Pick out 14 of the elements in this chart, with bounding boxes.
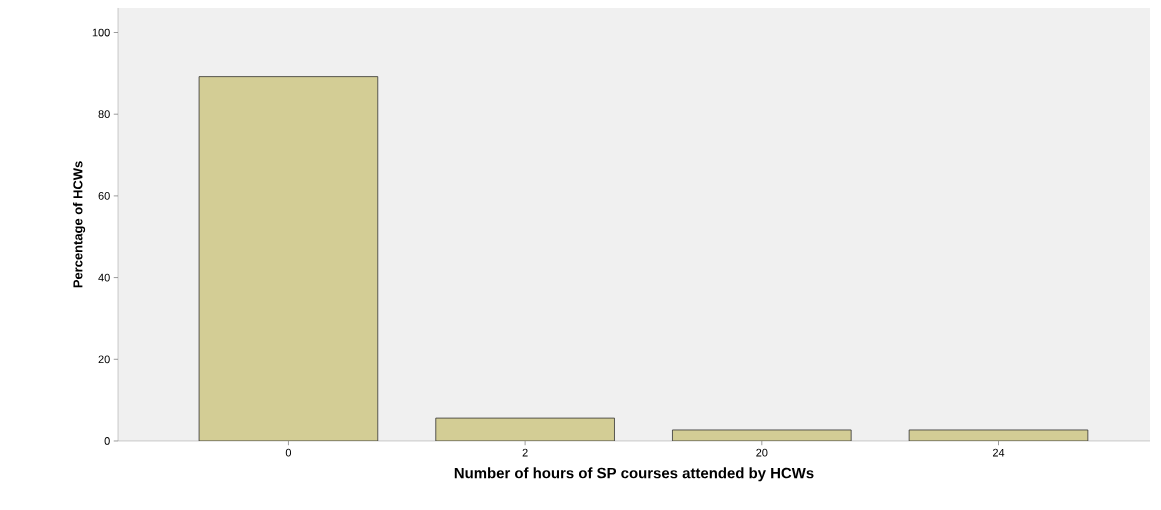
y-axis-title: Percentage of HCWs [72, 161, 86, 288]
bar [435, 417, 615, 441]
x-tick-label: 24 [992, 448, 1005, 457]
x-tick-label: 0 [285, 448, 292, 457]
x-tick-label: 20 [756, 448, 768, 457]
y-tick-label: 60 [98, 192, 110, 200]
x-tick-label: 2 [522, 448, 528, 457]
y-tick-label: 20 [98, 355, 110, 364]
x-axis-title: Number of hours of SP courses attended by HCWs [454, 467, 814, 482]
y-tick-label: 0 [104, 437, 110, 445]
y-tick-label: 80 [98, 110, 110, 119]
bar [198, 76, 379, 441]
y-tick-label: 100 [92, 28, 110, 37]
y-tick-label: 40 [98, 273, 110, 282]
